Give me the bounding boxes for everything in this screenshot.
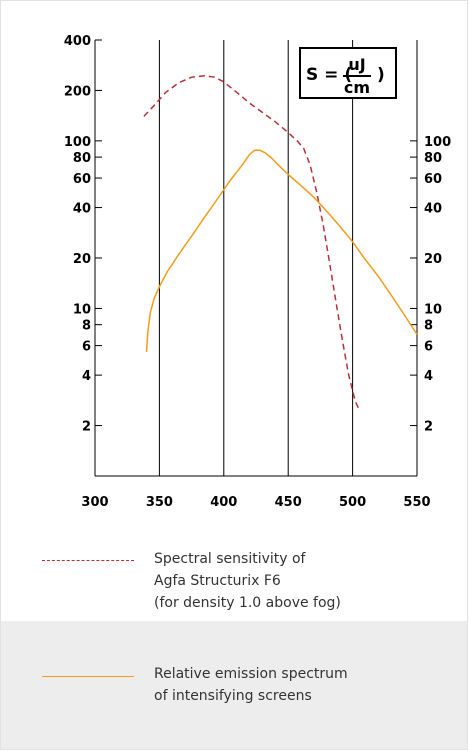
formula-box-border [299, 47, 397, 99]
y-tick-label-left: 8 [82, 319, 91, 334]
y-tick-label-left: 200 [64, 84, 91, 99]
y-tick-label-right: 2 [424, 420, 433, 435]
y-tick-label-right: 40 [424, 202, 442, 217]
x-tick-label: 450 [275, 495, 302, 510]
legend-label-sensitivity: Spectral sensitivity of Agfa Structurix … [154, 548, 454, 614]
legend-label-line: Spectral sensitivity of [154, 551, 306, 567]
y-tick-label-right: 6 [424, 340, 433, 355]
y-tick-label-right: 100 [424, 135, 451, 150]
series-line-0 [143, 74, 360, 410]
legend-label-line: (for density 1.0 above fog) [154, 595, 341, 611]
formula-denominator: cm [344, 78, 370, 97]
y-tick-label-left: 20 [73, 252, 91, 267]
legend-label-line: Agfa Structurix F6 [154, 573, 281, 589]
series-line-1 [145, 149, 418, 352]
y-tick-label-left: 80 [73, 151, 91, 166]
formula-lhs: S = ( [306, 65, 352, 85]
legend-background [1, 621, 467, 749]
legend-solid-line-icon [42, 676, 134, 677]
y-tick-label-right: 60 [424, 172, 442, 187]
formula-rhs: ) [377, 65, 385, 85]
formula-box: S = ( uJ cm ) [299, 47, 397, 99]
y-tick-label-right: 80 [424, 151, 442, 166]
x-tick-label: 500 [339, 495, 366, 510]
y-tick-label-left: 6 [82, 340, 91, 355]
legend-label-line: of intensifying screens [154, 688, 312, 704]
x-tick-label: 550 [403, 495, 430, 510]
legend-dashed-line-icon [42, 560, 134, 561]
y-tick-label-right: 8 [424, 319, 433, 334]
legend-label-line: Relative emission spectrum [154, 666, 348, 682]
y-tick-label-left: 4 [82, 369, 91, 384]
x-tick-label: 400 [210, 495, 237, 510]
y-tick-label-left: 100 [64, 135, 91, 150]
x-tick-label: 350 [146, 495, 173, 510]
y-tick-label-right: 10 [424, 302, 442, 317]
y-tick-label-left: 2 [82, 420, 91, 435]
formula-numerator: uJ [348, 55, 365, 74]
x-tick-label: 300 [81, 495, 108, 510]
y-tick-label-right: 20 [424, 252, 442, 267]
y-tick-label-right: 4 [424, 369, 433, 384]
y-tick-label-left: 400 [64, 34, 91, 49]
y-tick-label-left: 40 [73, 202, 91, 217]
legend-label-emission: Relative emission spectrum of intensifyi… [154, 663, 454, 707]
y-tick-label-left: 10 [73, 302, 91, 317]
y-tick-label-left: 60 [73, 172, 91, 187]
